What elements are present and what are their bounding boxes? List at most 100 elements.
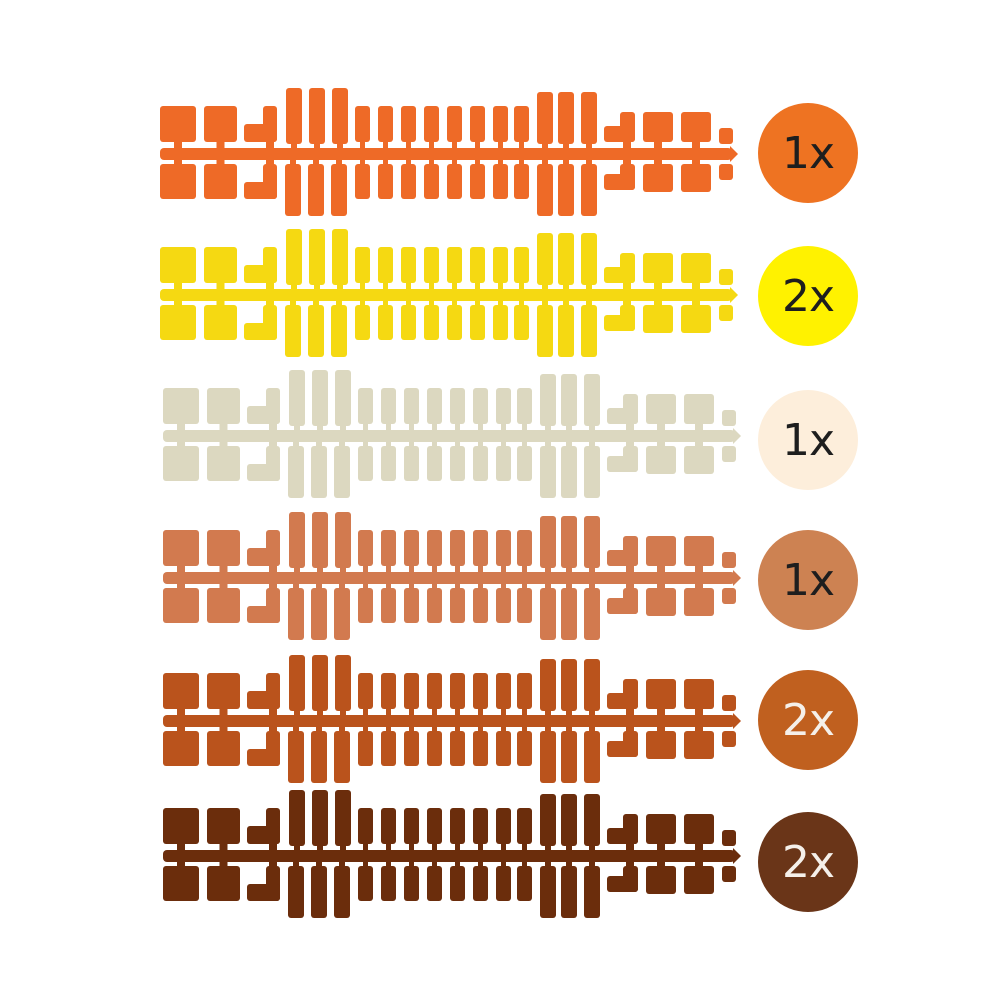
decal-segment bbox=[623, 297, 631, 309]
decal-segment bbox=[566, 842, 572, 854]
decal-segment bbox=[219, 723, 228, 735]
decal-segment bbox=[589, 438, 595, 450]
quantity-badge: 1x bbox=[758, 103, 858, 203]
decal-segment bbox=[312, 512, 328, 568]
decal-segment bbox=[470, 164, 485, 199]
decal-segment bbox=[589, 858, 595, 870]
decal-segment bbox=[563, 140, 569, 152]
decal-segment bbox=[401, 247, 416, 283]
decal-segment bbox=[722, 866, 736, 882]
decal-strip bbox=[163, 512, 741, 640]
decal-segment bbox=[589, 564, 595, 576]
decal-segment bbox=[219, 562, 228, 576]
decal-segment bbox=[340, 842, 346, 854]
decal-segment bbox=[646, 814, 676, 844]
decal-segment bbox=[498, 138, 503, 152]
decal-segment bbox=[312, 655, 328, 711]
decal-segment bbox=[498, 279, 503, 293]
decal-segment bbox=[719, 164, 733, 180]
decal-segment bbox=[432, 420, 437, 434]
decal-segment bbox=[358, 588, 373, 623]
decal-segment bbox=[332, 229, 348, 285]
decal-segment bbox=[219, 420, 228, 434]
decal-segment bbox=[160, 164, 196, 199]
decal-segment bbox=[432, 705, 437, 719]
decal-segment bbox=[561, 516, 577, 568]
decal-segment bbox=[401, 305, 416, 340]
decal-segment bbox=[450, 673, 465, 709]
decal-segment bbox=[447, 247, 462, 283]
decal-segment bbox=[216, 279, 225, 293]
decal-segment bbox=[163, 673, 199, 709]
decal-segment bbox=[219, 580, 228, 592]
decal-segment bbox=[473, 731, 488, 766]
decal-segment bbox=[517, 388, 532, 424]
decal-segment bbox=[450, 446, 465, 481]
decal-segment bbox=[247, 884, 280, 901]
decal-segment bbox=[432, 723, 437, 735]
decal-segment bbox=[340, 707, 346, 719]
quantity-badge: 2x bbox=[758, 812, 858, 912]
decal-segment bbox=[339, 580, 345, 592]
decal-segment bbox=[163, 731, 199, 766]
decal-segment bbox=[496, 673, 511, 709]
decal-segment bbox=[360, 156, 365, 168]
decal-segment bbox=[561, 446, 577, 498]
quantity-badge: 1x bbox=[758, 390, 858, 490]
decal-segment bbox=[657, 705, 665, 719]
decal-segment bbox=[381, 808, 396, 844]
decal-segment bbox=[335, 370, 351, 426]
decal-segment bbox=[163, 446, 199, 481]
decal-segment bbox=[470, 305, 485, 340]
decal-segment bbox=[336, 156, 342, 168]
decal-segment bbox=[722, 731, 736, 747]
decal-segment bbox=[684, 814, 714, 844]
decal-segment bbox=[216, 156, 225, 168]
decal-segment bbox=[409, 580, 414, 592]
decal-segment bbox=[311, 446, 327, 498]
decal-segment bbox=[566, 858, 572, 870]
decal-segment bbox=[501, 438, 506, 450]
quantity-label: 1x bbox=[781, 554, 835, 606]
decal-segment bbox=[584, 374, 600, 426]
decal-segment bbox=[589, 707, 595, 719]
decal-segment bbox=[537, 233, 553, 285]
decal-segment bbox=[317, 707, 323, 719]
decal-segment bbox=[317, 564, 323, 576]
decal-segment bbox=[339, 723, 345, 735]
decal-segment bbox=[452, 156, 457, 168]
decal-segment bbox=[363, 723, 368, 735]
decal-segment bbox=[269, 562, 277, 576]
decal-segment bbox=[657, 858, 665, 870]
decal-segment bbox=[216, 138, 225, 152]
decal-segment bbox=[607, 876, 638, 892]
decal-segment bbox=[427, 808, 442, 844]
decal-segment bbox=[496, 731, 511, 766]
decal-segment bbox=[540, 446, 556, 498]
decal-segment bbox=[450, 588, 465, 623]
decal-segment bbox=[540, 866, 556, 918]
decal-tip bbox=[730, 287, 738, 303]
decal-strip bbox=[163, 655, 741, 783]
decal-segment bbox=[522, 840, 527, 854]
decal-segment bbox=[247, 406, 280, 424]
decal-segment bbox=[177, 840, 185, 854]
decal-segment bbox=[589, 723, 595, 735]
decal-segment bbox=[589, 422, 595, 434]
decal-segment bbox=[363, 438, 368, 450]
decal-segment bbox=[429, 279, 434, 293]
decal-segment bbox=[308, 164, 324, 216]
decal-segment bbox=[293, 723, 299, 735]
decal-segment bbox=[566, 580, 572, 592]
decal-segment bbox=[386, 840, 391, 854]
decal-segment bbox=[363, 840, 368, 854]
decal-segment bbox=[695, 705, 703, 719]
decal-segment bbox=[381, 866, 396, 901]
decal-segment bbox=[695, 723, 703, 735]
decal-segment bbox=[334, 866, 350, 918]
decal-segment bbox=[519, 138, 524, 152]
decal-segment bbox=[409, 723, 414, 735]
decal-segment bbox=[626, 840, 634, 854]
decal-segment bbox=[496, 808, 511, 844]
decal-segment bbox=[496, 530, 511, 566]
